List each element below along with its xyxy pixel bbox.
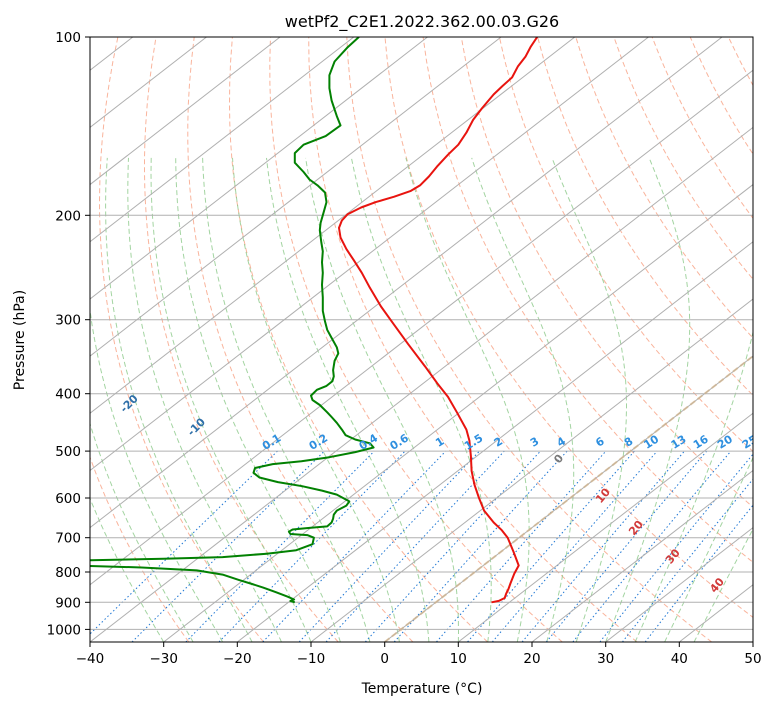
freezing-isotherm	[384, 354, 753, 642]
isotherm-line	[90, 37, 281, 186]
x-tick-label: 40	[671, 651, 688, 667]
dry-adiabat	[422, 37, 753, 563]
x-tick-label: 20	[523, 651, 540, 667]
mixing-ratio-line	[545, 450, 708, 642]
x-tick-label: −30	[149, 651, 178, 667]
x-tick-label: 0	[380, 651, 389, 667]
isotherm-line	[90, 37, 355, 243]
y-tick-label: 1000	[47, 622, 81, 638]
moist-adiabat	[90, 306, 224, 642]
y-tick-label: 800	[55, 565, 81, 581]
plot-frame	[89, 36, 754, 643]
dry-adiabat	[187, 37, 414, 642]
y-tick-label: 900	[55, 595, 81, 611]
dry-adiabat	[498, 37, 753, 453]
mixing-ratio-line	[262, 450, 447, 642]
dry-adiabat-label: -30	[52, 359, 75, 382]
moist-adiabat	[266, 157, 430, 642]
moist-adiabat	[90, 421, 194, 642]
dry-adiabat	[767, 37, 775, 642]
y-tick-label: 500	[55, 444, 81, 460]
mixing-ratio-line	[521, 450, 685, 642]
isotherm-line	[457, 412, 753, 642]
x-tick-label: −40	[76, 651, 105, 667]
moist-adiabat	[305, 157, 459, 642]
mixing-ratio-line	[185, 450, 375, 642]
mixing-ratio-line	[393, 450, 568, 642]
isotherm-line	[236, 241, 753, 642]
x-axis-label: Temperature (°C)	[361, 681, 483, 697]
plot-area	[90, 37, 753, 642]
mixing-ratio-line	[298, 450, 480, 642]
x-tick-label: −20	[223, 651, 252, 667]
moist-adiabat	[350, 157, 492, 642]
mixing-ratio-label: 30	[760, 432, 775, 451]
y-tick-label: 700	[55, 531, 81, 547]
isotherm-line	[90, 37, 649, 472]
dry-adiabat	[575, 37, 753, 339]
isotherm-line	[605, 527, 753, 642]
freezing-line	[384, 354, 753, 642]
isotherm-line	[310, 298, 753, 642]
isotherm-line	[752, 641, 753, 642]
isotherm-line	[0, 37, 59, 642]
dry-adiabat	[144, 37, 339, 642]
chart-title: wetPf2_C2E1.2022.362.00.03.G26	[285, 12, 559, 32]
y-tick-label: 600	[55, 491, 81, 507]
dry-adiabat	[98, 37, 264, 642]
dewpoint-profile	[90, 37, 375, 604]
isotherm-line	[90, 37, 502, 357]
y-axis: 100 200 300 400 500 600 700 800 900 1000	[47, 30, 90, 638]
mixing-ratio-line	[572, 450, 732, 642]
isotherm-line	[90, 37, 576, 414]
y-tick-label: 400	[55, 387, 81, 403]
isobar-grid	[90, 37, 753, 630]
isotherm-line	[163, 183, 753, 642]
isotherm-line	[90, 69, 753, 586]
x-tick-label: 30	[597, 651, 614, 667]
x-tick-label: −10	[297, 651, 326, 667]
x-axis: −40 −30 −20 −10 0 10 20 30 40 50	[76, 642, 762, 667]
y-tick-label: 300	[55, 313, 81, 329]
temperature-profile	[338, 37, 539, 604]
y-tick-label: 200	[55, 208, 81, 224]
mixing-ratio-line	[599, 453, 753, 642]
mixing-ratio-line	[622, 478, 753, 642]
dry-adiabat	[308, 37, 638, 642]
sounding-series	[90, 37, 539, 604]
mixing-ratio-lines	[90, 450, 753, 642]
x-tick-label: 10	[450, 651, 467, 667]
mixing-ratio-line	[218, 450, 406, 642]
dry-adiabat	[90, 455, 190, 642]
y-tick-label: 100	[55, 30, 81, 46]
isotherm-line	[90, 37, 428, 300]
mixing-ratio-line	[436, 450, 607, 642]
isotherm-line	[90, 126, 753, 642]
dry-adiabat	[269, 37, 563, 642]
x-tick-label: 50	[744, 651, 761, 667]
dry-adiabat	[228, 37, 488, 642]
isotherm-line	[531, 469, 753, 642]
y-axis-label: Pressure (hPa)	[12, 290, 28, 390]
